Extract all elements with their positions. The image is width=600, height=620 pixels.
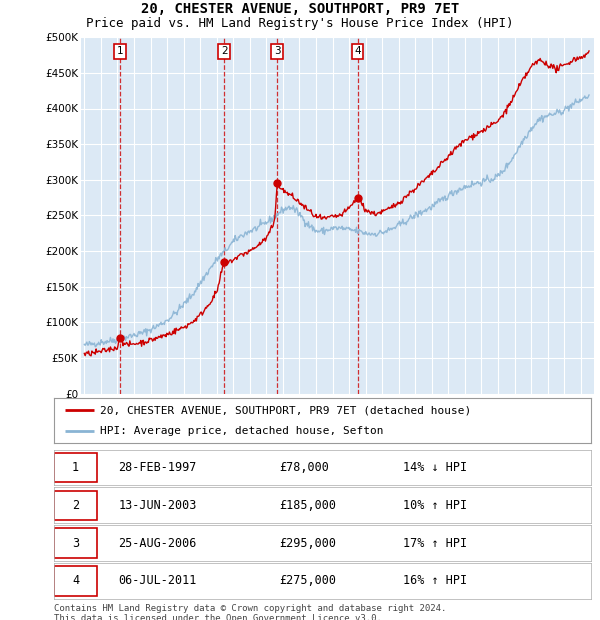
Text: 4: 4: [354, 46, 361, 56]
FancyBboxPatch shape: [54, 490, 97, 520]
Text: 1: 1: [117, 46, 124, 56]
Text: 16% ↑ HPI: 16% ↑ HPI: [403, 575, 467, 587]
Text: 06-JUL-2011: 06-JUL-2011: [118, 575, 197, 587]
Text: 3: 3: [72, 537, 79, 549]
Text: 25-AUG-2006: 25-AUG-2006: [118, 537, 197, 549]
Text: 13-JUN-2003: 13-JUN-2003: [118, 499, 197, 511]
Text: £185,000: £185,000: [280, 499, 337, 511]
FancyBboxPatch shape: [54, 453, 97, 482]
Text: 1: 1: [72, 461, 79, 474]
Text: HPI: Average price, detached house, Sefton: HPI: Average price, detached house, Seft…: [100, 425, 383, 436]
Text: 2: 2: [221, 46, 227, 56]
Text: 3: 3: [274, 46, 280, 56]
Text: 20, CHESTER AVENUE, SOUTHPORT, PR9 7ET: 20, CHESTER AVENUE, SOUTHPORT, PR9 7ET: [141, 2, 459, 16]
Text: £275,000: £275,000: [280, 575, 337, 587]
Text: £78,000: £78,000: [280, 461, 329, 474]
Text: 4: 4: [72, 575, 79, 587]
Text: 2: 2: [72, 499, 79, 511]
Text: 10% ↑ HPI: 10% ↑ HPI: [403, 499, 467, 511]
Text: 20, CHESTER AVENUE, SOUTHPORT, PR9 7ET (detached house): 20, CHESTER AVENUE, SOUTHPORT, PR9 7ET (…: [100, 405, 471, 415]
Text: 17% ↑ HPI: 17% ↑ HPI: [403, 537, 467, 549]
FancyBboxPatch shape: [54, 566, 97, 596]
Text: 14% ↓ HPI: 14% ↓ HPI: [403, 461, 467, 474]
Text: Contains HM Land Registry data © Crown copyright and database right 2024.
This d: Contains HM Land Registry data © Crown c…: [54, 604, 446, 620]
Text: 28-FEB-1997: 28-FEB-1997: [118, 461, 197, 474]
Text: Price paid vs. HM Land Registry's House Price Index (HPI): Price paid vs. HM Land Registry's House …: [86, 17, 514, 30]
Text: £295,000: £295,000: [280, 537, 337, 549]
FancyBboxPatch shape: [54, 528, 97, 558]
